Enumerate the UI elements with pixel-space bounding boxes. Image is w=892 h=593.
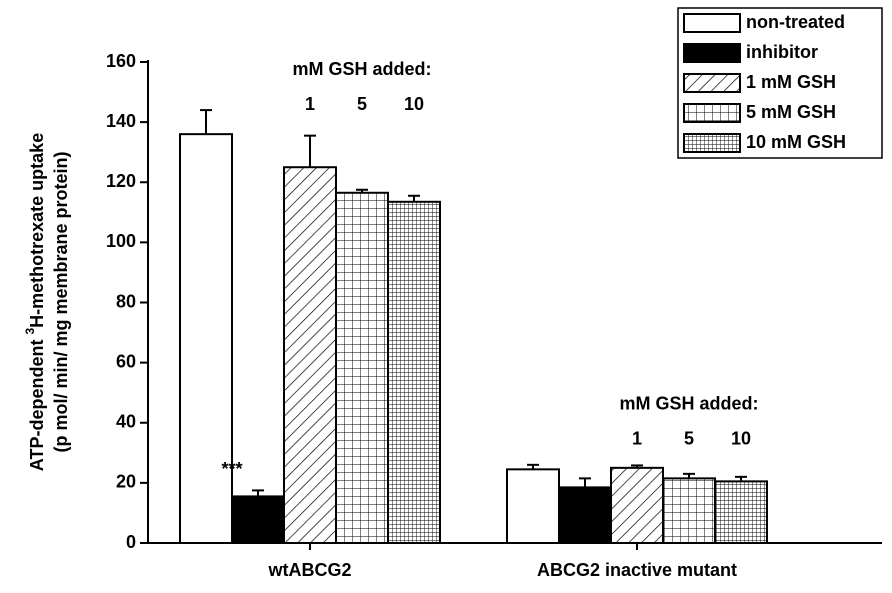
- y-tick-label: 140: [106, 111, 136, 131]
- y-tick-label: 160: [106, 51, 136, 71]
- bar: [714, 480, 768, 545]
- y-label-suffix: H-methotrexate uptake: [27, 133, 47, 328]
- y-axis-label-line2: (p mol/ min/ mg membrane protein): [51, 151, 71, 452]
- annotation-label: 5: [684, 429, 694, 449]
- annotation-heading: mM GSH added:: [292, 59, 431, 79]
- annotation-label: 1: [305, 94, 315, 114]
- bar: [506, 468, 560, 544]
- legend-swatch: [683, 133, 741, 153]
- bar: [179, 133, 233, 544]
- y-tick-label: 0: [126, 532, 136, 552]
- legend-label: 5 mM GSH: [746, 102, 836, 122]
- legend-label: non-treated: [746, 12, 845, 32]
- x-tick-label: wtABCG2: [267, 560, 351, 580]
- y-label-superscript: 3: [23, 328, 37, 335]
- legend-swatch: [683, 103, 741, 123]
- bar: [231, 495, 285, 545]
- legend-swatch: [683, 73, 741, 93]
- annotation-heading: mM GSH added:: [619, 394, 758, 414]
- bar: [387, 200, 441, 544]
- annotation-label: 10: [404, 94, 424, 114]
- y-tick-label: 40: [116, 412, 136, 432]
- bar: [662, 477, 716, 545]
- legend-swatch: [683, 13, 741, 33]
- y-tick-label: 120: [106, 171, 136, 191]
- legend-swatch: [683, 43, 741, 63]
- y-tick-label: 20: [116, 472, 136, 492]
- annotation-label: 10: [731, 429, 751, 449]
- bar: [335, 191, 389, 544]
- x-tick-label: ABCG2 inactive mutant: [537, 560, 737, 580]
- annotation-label: 5: [357, 94, 367, 114]
- legend-label: 1 mM GSH: [746, 72, 836, 92]
- legend-label: 10 mM GSH: [746, 132, 846, 152]
- y-tick-label: 60: [116, 351, 136, 371]
- legend-label: inhibitor: [746, 42, 818, 62]
- y-axis-label: ATP-dependent 3H-methotrexate uptake: [23, 133, 47, 471]
- bar: [558, 486, 612, 544]
- y-tick-label: 80: [116, 291, 136, 311]
- bar: [610, 466, 664, 544]
- y-label-prefix: ATP-dependent: [27, 335, 47, 472]
- bar: [283, 166, 337, 544]
- significance-mark: ***: [221, 459, 242, 479]
- y-tick-label: 100: [106, 231, 136, 251]
- annotation-label: 1: [632, 429, 642, 449]
